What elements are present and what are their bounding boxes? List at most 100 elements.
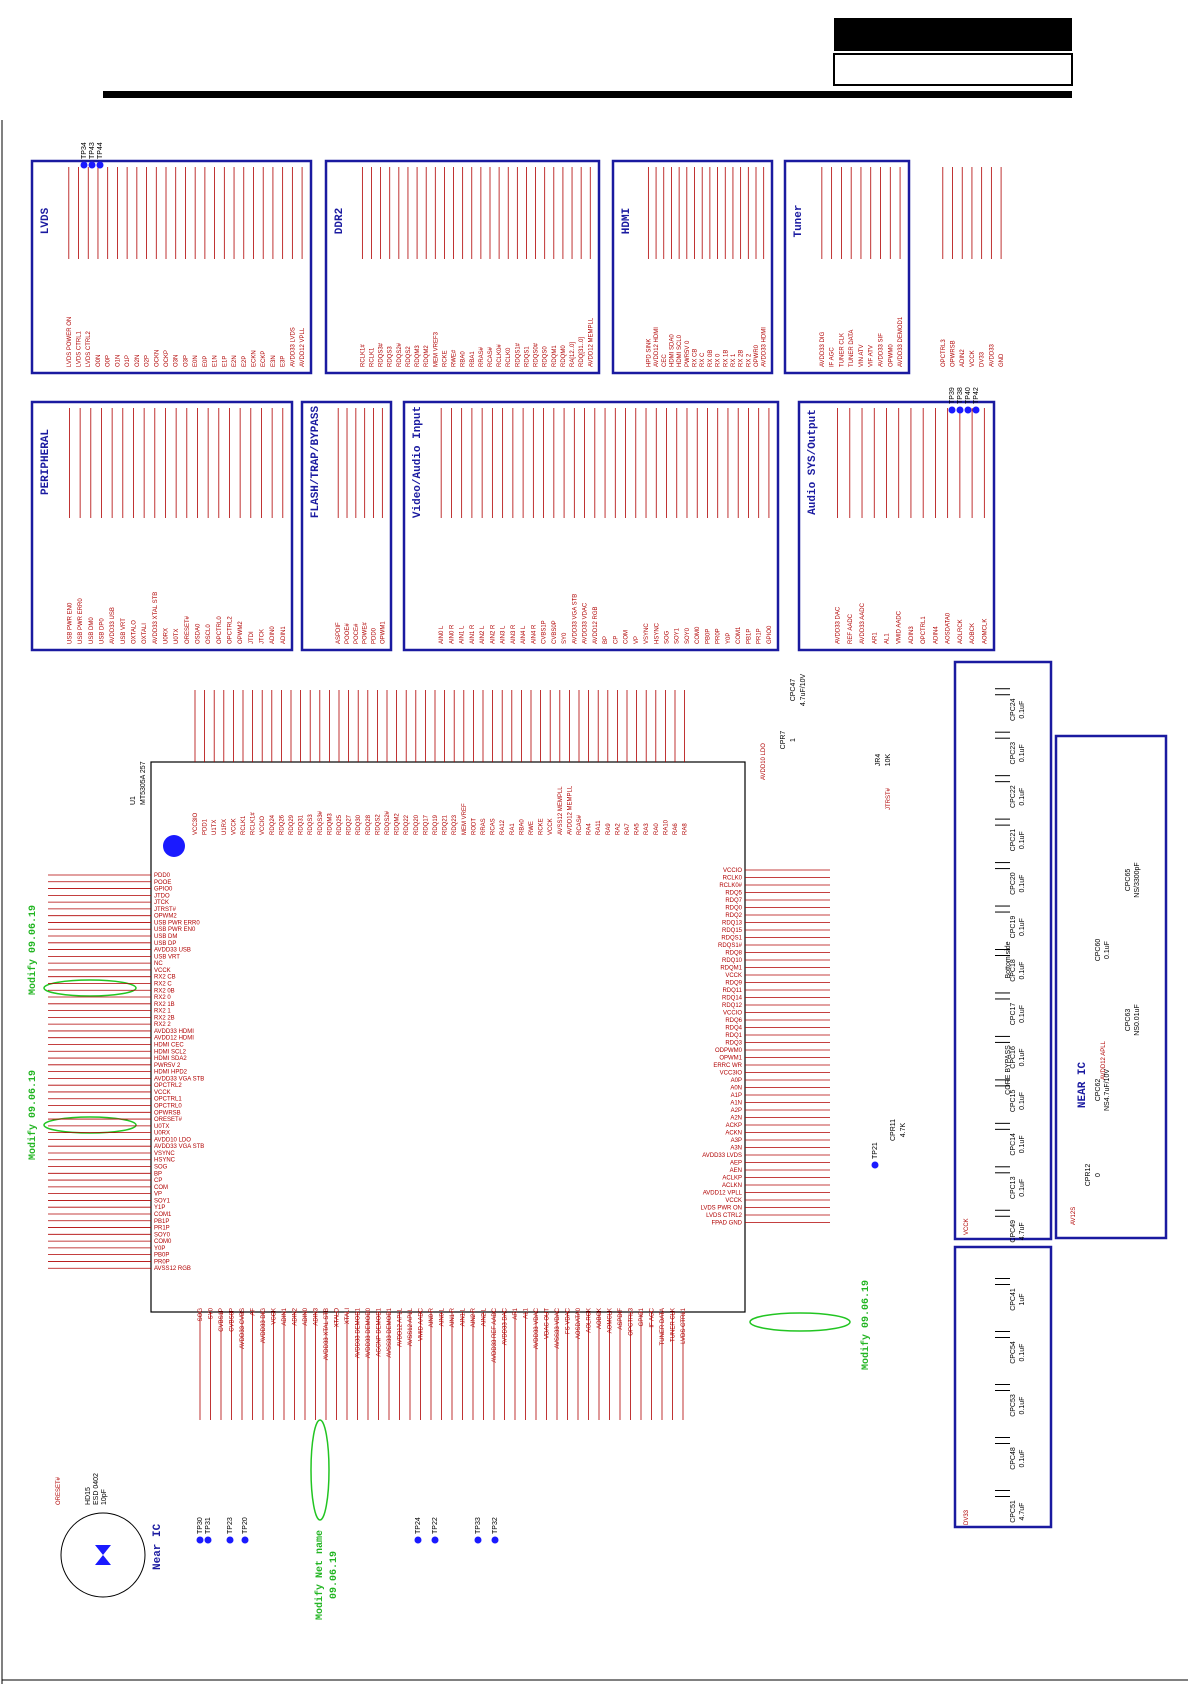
pin-label: AVSS12 MEMPLL bbox=[558, 786, 564, 835]
tp-label: TP42 bbox=[973, 387, 980, 404]
pin-label: OPWM1 bbox=[380, 621, 386, 644]
pin-label: RDQ2 bbox=[725, 913, 742, 919]
pin-label: A3P bbox=[731, 1138, 742, 1144]
pin-label: AVDD33 XTAL STB bbox=[153, 592, 159, 644]
pin-label: VCCIO bbox=[723, 1011, 742, 1017]
pin-label: HDMI SCL2 bbox=[154, 1049, 187, 1055]
pin-label: RDQ1 bbox=[725, 1033, 742, 1039]
pin-label: TUNER DATA bbox=[849, 330, 855, 367]
cap-ref: CPC15 bbox=[1010, 1090, 1017, 1113]
note: DV33 bbox=[964, 1509, 970, 1525]
res-ref: CPR11 bbox=[890, 1119, 897, 1141]
pin-label: OCKN bbox=[154, 350, 160, 367]
pin-label: COM0 bbox=[154, 1239, 172, 1245]
pin-label: AOMCLK bbox=[608, 1308, 614, 1333]
pin-label: E0P bbox=[203, 356, 209, 367]
pin-label: AVDD12 RGB bbox=[593, 606, 599, 644]
pin-label: SY0 bbox=[209, 1307, 215, 1319]
res-value: 1 bbox=[790, 738, 797, 742]
res-ref: CPC47 bbox=[790, 679, 797, 702]
tp-label: TP32 bbox=[492, 1517, 499, 1534]
pin-label: ADIN3 bbox=[314, 1307, 320, 1325]
pin-label: ADIN0 bbox=[270, 626, 276, 644]
pin-label: AVDD33 DEMOD1 bbox=[356, 1307, 362, 1358]
pin-label: COM1 bbox=[736, 626, 742, 644]
pin-label: RDQ31 bbox=[299, 814, 305, 835]
pin-label: RDQ12 bbox=[722, 1003, 743, 1009]
bypass-box bbox=[953, 660, 1053, 1241]
cap-ref: CPC19 bbox=[1010, 916, 1017, 939]
pin-label: RWE# bbox=[452, 349, 458, 367]
pin-label: AVDD33 VGA STB bbox=[154, 1076, 204, 1082]
pin-label: RDQ4 bbox=[725, 1026, 742, 1032]
pin-label: RDQ22 bbox=[404, 814, 410, 835]
pin-label: POOE bbox=[154, 880, 171, 886]
pin-label: GPIO1 bbox=[639, 1307, 645, 1326]
tp-label: TP23 bbox=[227, 1517, 234, 1534]
pin-label: IF AGC bbox=[650, 1307, 656, 1327]
cap-value: 0.1uF bbox=[1019, 788, 1026, 806]
tp-label: TP21 bbox=[872, 1142, 879, 1159]
pin-label: O1N bbox=[115, 355, 121, 367]
pin-label: XTALO bbox=[335, 1308, 341, 1328]
pin-label: LVDS CTRL2 bbox=[86, 330, 92, 367]
pin-label: MEM VREF bbox=[462, 803, 468, 835]
pin-label: AIN4 R bbox=[531, 624, 537, 644]
pin-label: USB PWR ERR0 bbox=[154, 920, 200, 926]
near-ic-box bbox=[1054, 734, 1168, 1240]
pin-label: AVDD33 DIG bbox=[820, 331, 826, 367]
pin-label: RCLK0# bbox=[497, 344, 503, 367]
pin-label: OPWRSB bbox=[154, 1110, 181, 1116]
pin-label: RDQS3 bbox=[388, 346, 394, 367]
pin-label: VCCK bbox=[725, 973, 742, 979]
pin-label: AVDD33 DAC bbox=[503, 1307, 509, 1345]
pin-label: AVDD12 VPLL bbox=[703, 1191, 743, 1197]
pin-label: AVDD33 DIG bbox=[261, 1308, 267, 1344]
pin-label: AVDD12 MEMPLL bbox=[588, 317, 594, 367]
pin-label: RDQS3# bbox=[318, 810, 324, 835]
cap-value: 0.1uF bbox=[1019, 1135, 1026, 1153]
cap-value: 0.1uF bbox=[1019, 962, 1026, 980]
cap-value: 0.1uF bbox=[1019, 1179, 1026, 1197]
pin-label: VCCIO bbox=[723, 868, 742, 874]
pin-label: COM1 bbox=[154, 1212, 172, 1218]
pin-label: PB1P bbox=[746, 629, 752, 644]
pin-label: VCC3IO bbox=[193, 812, 199, 835]
cap-ref: CPC49 bbox=[1010, 1220, 1017, 1243]
pin-label: AL1 bbox=[524, 1307, 530, 1318]
pin-label: OPWR0 bbox=[754, 344, 760, 367]
pin-label: RDQS1# bbox=[515, 342, 521, 367]
pin-label: RCLK0 bbox=[723, 876, 743, 882]
block-title: LVDS bbox=[40, 207, 52, 234]
pin-label: AVSS12 RGB bbox=[154, 1266, 191, 1272]
pin-label: VP bbox=[634, 636, 640, 644]
test-point bbox=[414, 1536, 422, 1544]
pin-label: U0TX bbox=[174, 629, 180, 644]
pin-label: SOY0 bbox=[685, 627, 691, 644]
pin-label: CP bbox=[154, 1178, 162, 1184]
pin-label: RDQS0 bbox=[543, 346, 549, 367]
pin-label: AOLRCK bbox=[958, 619, 964, 644]
cap-value: 0.1uF bbox=[1019, 1092, 1026, 1110]
test-point bbox=[972, 406, 980, 414]
pin-label: LVDS POWER ON bbox=[67, 317, 73, 367]
pin-label: FS VDAC bbox=[566, 1307, 572, 1334]
pin-label: AEN bbox=[730, 1168, 742, 1174]
test-point bbox=[948, 406, 956, 414]
pin-label: VCCK bbox=[154, 968, 171, 974]
pin-label: ASPDIF bbox=[336, 622, 342, 644]
cap-ref: CPC65 bbox=[1125, 869, 1132, 892]
cap-value: 0.1uF bbox=[1019, 1005, 1026, 1023]
pin-label: SOG bbox=[665, 630, 671, 644]
pin1-dot bbox=[163, 835, 185, 857]
pin-label: E2N bbox=[232, 355, 238, 367]
pin-label: RDQ9 bbox=[725, 981, 742, 987]
pin-label: AL1 bbox=[884, 633, 890, 644]
res-value: 4.7K bbox=[900, 1122, 907, 1137]
pin-label: RCKE bbox=[539, 818, 545, 835]
pin-label: HDMI HPD2 bbox=[154, 1070, 188, 1076]
pin-label: RDQM1 bbox=[552, 345, 558, 367]
pin-label: REF AADC bbox=[848, 613, 854, 644]
block-box bbox=[30, 159, 313, 375]
cap-value: 0.1uF bbox=[1104, 941, 1111, 959]
